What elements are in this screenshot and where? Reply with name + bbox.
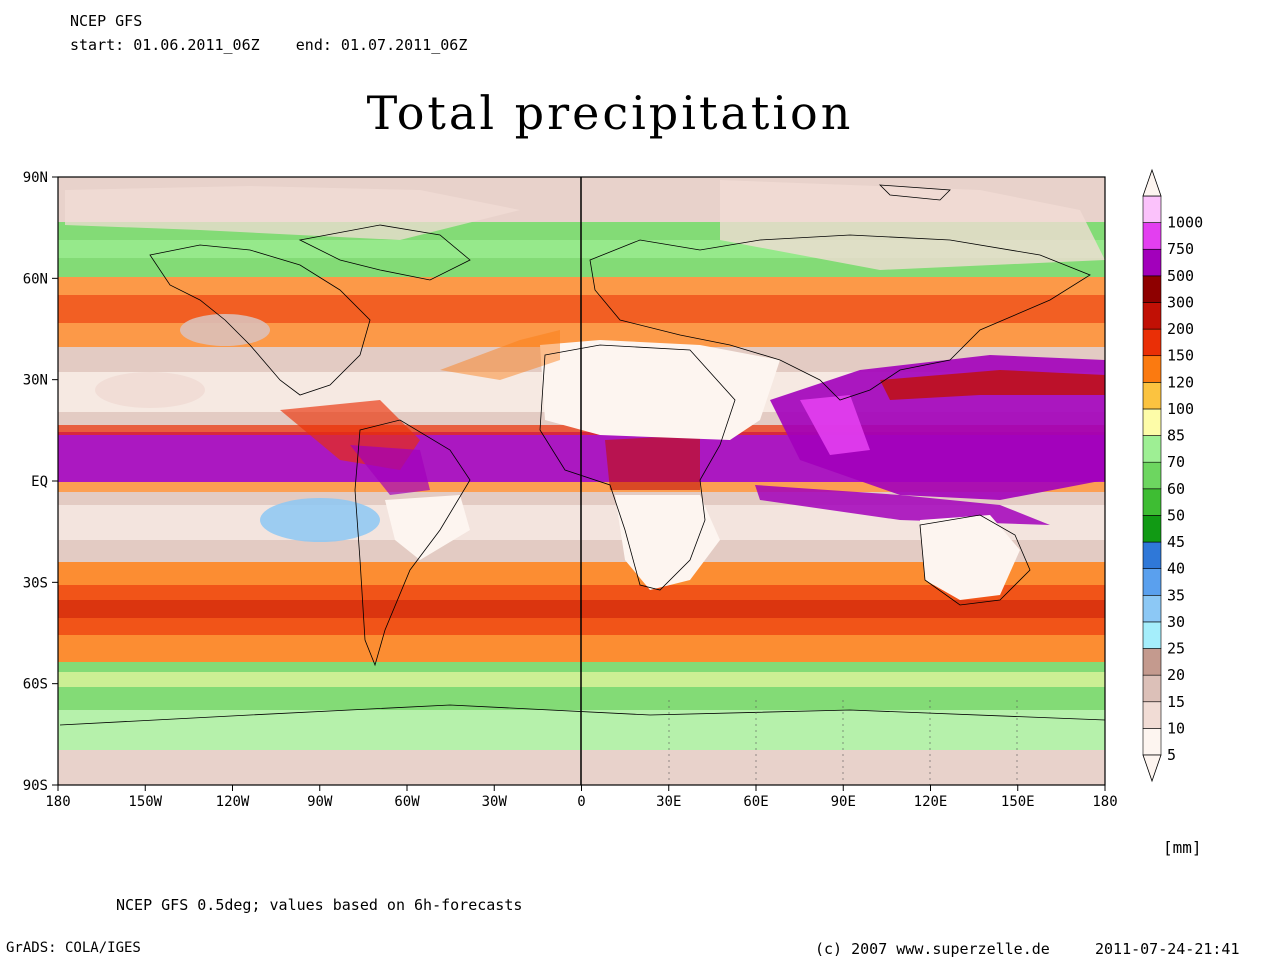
colorbar-label: 200 [1167, 320, 1194, 338]
map-title: Total precipitation [366, 86, 854, 140]
colorbar-label: 70 [1167, 453, 1185, 471]
colorbar-swatch [1142, 515, 1162, 543]
colorbar-label: 45 [1167, 533, 1185, 551]
lon-label: 30W [482, 794, 508, 810]
lat-label: 60N [23, 271, 48, 287]
lat-label: 30N [23, 373, 48, 389]
lon-label: 150W [128, 794, 162, 810]
lon-label: 120E [914, 794, 948, 810]
coastlines [59, 184, 1105, 726]
colorbar-label: 10 [1167, 719, 1185, 737]
colorbar-label: 60 [1167, 480, 1185, 498]
colorbar-label: 300 [1167, 293, 1194, 311]
precipitation-map: 90N 60N 30N EQ 30S 60S 90S 180 150W 120W 90W 60W 30… [23, 168, 1203, 810]
colorbar-label: 85 [1167, 427, 1185, 445]
colorbar-swatch [1142, 408, 1162, 436]
lon-label: 120W [216, 794, 250, 810]
lon-label: 180 [1092, 794, 1117, 810]
lat-label: 90N [23, 170, 48, 186]
colorbar-label: 750 [1167, 240, 1194, 258]
colorbar: 5 10 15 20 25 30 35 40 45 50 60 70 85 100 120 150 200 300… [1142, 168, 1203, 783]
colorbar-swatch [1142, 248, 1162, 277]
colorbar-label: 500 [1167, 267, 1194, 285]
latitude-axis: 90N 60N 30N EQ 30S 60S 90S [23, 170, 58, 794]
lon-label: 90W [307, 794, 333, 810]
colorbar-label: 40 [1167, 560, 1185, 578]
unit-label: [mm] [1163, 838, 1202, 857]
colorbar-swatch [1142, 435, 1162, 463]
colorbar-label: 35 [1167, 586, 1185, 604]
colorbar-swatch [1142, 674, 1162, 703]
colorbar-swatch [1142, 302, 1162, 330]
colorbar-swatch [1142, 328, 1162, 357]
colorbar-label: 120 [1167, 373, 1194, 391]
colorbar-swatch [1142, 222, 1162, 250]
grads-credit: GrADS: COLA/IGES [6, 940, 141, 956]
lat-label: 60S [23, 677, 48, 693]
colorbar-swatch [1142, 648, 1162, 676]
data-source-note: NCEP GFS 0.5deg; values based on 6h-fore… [116, 896, 523, 914]
colorbar-swatch [1142, 728, 1162, 756]
colorbar-label: 5 [1167, 746, 1176, 764]
colorbar-label: 20 [1167, 666, 1185, 684]
colorbar-swatch [1142, 382, 1162, 410]
colorbar-top-arrow [1142, 168, 1162, 197]
lat-label: 90S [23, 778, 48, 794]
lon-label: 30E [656, 794, 681, 810]
forecast-period: start: 01.06.2011_06Z end: 01.07.2011_06… [70, 36, 468, 54]
colorbar-label: 50 [1167, 506, 1185, 524]
lon-label: 60W [394, 794, 420, 810]
colorbar-label: 150 [1167, 347, 1194, 365]
colorbar-swatch [1142, 461, 1162, 490]
colorbar-label: 100 [1167, 400, 1194, 418]
colorbar-swatch [1142, 195, 1162, 223]
graticule [668, 700, 1018, 785]
lon-label: 0 [577, 794, 585, 810]
colorbar-swatch [1142, 541, 1162, 569]
colorbar-label: 25 [1167, 640, 1185, 658]
lat-label: 30S [23, 575, 48, 591]
colorbar-bottom-arrow [1142, 754, 1162, 783]
colorbar-swatch [1142, 594, 1162, 623]
lon-label: 90E [831, 794, 856, 810]
model-name: NCEP GFS [70, 12, 143, 30]
lat-label: EQ [31, 474, 48, 490]
colorbar-swatch [1142, 355, 1162, 383]
colorbar-swatch [1142, 701, 1162, 729]
longitude-axis: 180 150W 120W 90W 60W 30W 0 30E 60E 90E 120E 150E 18… [45, 785, 1118, 810]
colorbar-label: 30 [1167, 613, 1185, 631]
colorbar-swatch [1142, 488, 1162, 516]
colorbar-swatch [1142, 621, 1162, 649]
colorbar-label: 15 [1167, 693, 1185, 711]
colorbar-swatch [1142, 568, 1162, 596]
generation-timestamp: 2011-07-24-21:41 [1095, 940, 1240, 958]
lon-label: 150E [1001, 794, 1035, 810]
colorbar-label: 1000 [1167, 214, 1203, 232]
lon-label: 180 [45, 794, 70, 810]
colorbar-swatch [1142, 275, 1162, 303]
lon-label: 60E [743, 794, 768, 810]
copyright: (c) 2007 www.superzelle.de [815, 940, 1050, 958]
